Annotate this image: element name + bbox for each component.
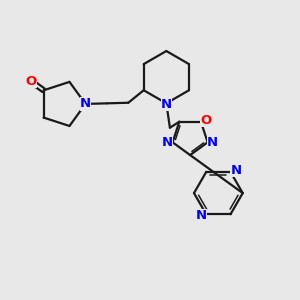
Text: N: N (161, 98, 172, 111)
Text: N: N (195, 209, 206, 222)
Text: N: N (230, 164, 242, 177)
Text: N: N (162, 136, 173, 149)
Text: N: N (207, 136, 218, 149)
Text: N: N (80, 98, 91, 110)
Text: O: O (26, 75, 37, 88)
Text: O: O (200, 114, 211, 127)
